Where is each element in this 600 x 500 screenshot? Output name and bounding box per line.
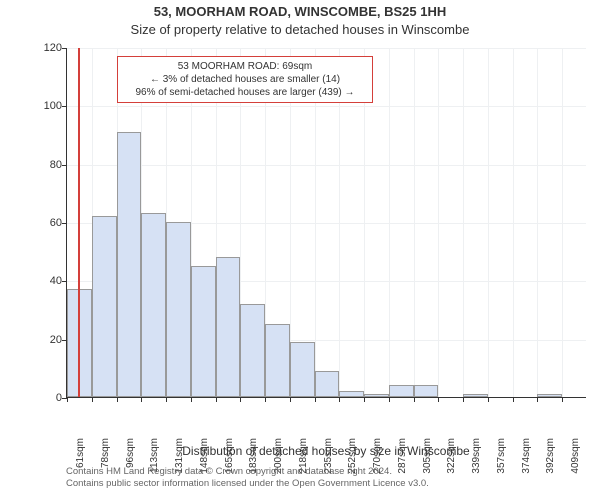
gridline-v: [562, 48, 563, 397]
histogram-bar: [315, 371, 340, 397]
xtick-mark: [265, 397, 266, 402]
histogram-bar: [537, 394, 562, 397]
histogram-bar: [166, 222, 191, 397]
histogram-bar: [290, 342, 315, 397]
histogram-bar: [216, 257, 241, 397]
gridline-h: [67, 106, 586, 107]
xtick-mark: [240, 397, 241, 402]
x-axis-label: Distribution of detached houses by size …: [66, 444, 586, 458]
xtick-mark: [117, 397, 118, 402]
xtick-mark: [216, 397, 217, 402]
xtick-mark: [438, 397, 439, 402]
reference-vline: [78, 48, 80, 397]
footer-line2: Contains public sector information licen…: [66, 478, 586, 490]
ytick-mark: [62, 106, 67, 107]
gridline-v: [389, 48, 390, 397]
xtick-mark: [414, 397, 415, 402]
histogram-bar: [463, 394, 488, 397]
gridline-v: [537, 48, 538, 397]
annotation-line: 96% of semi-detached houses are larger (…: [124, 86, 366, 99]
histogram-bar: [265, 324, 290, 397]
xtick-mark: [191, 397, 192, 402]
plot-area: 61sqm78sqm96sqm113sqm131sqm148sqm165sqm1…: [66, 48, 586, 398]
xtick-mark: [92, 397, 93, 402]
gridline-v: [513, 48, 514, 397]
ytick-mark: [62, 281, 67, 282]
ytick-mark: [62, 48, 67, 49]
histogram-bar: [240, 304, 265, 397]
annotation-box: 53 MOORHAM ROAD: 69sqm← 3% of detached h…: [117, 56, 373, 103]
xtick-mark: [562, 397, 563, 402]
gridline-h: [67, 165, 586, 166]
chart-footer: Contains HM Land Registry data © Crown c…: [66, 466, 586, 491]
gridline-v: [463, 48, 464, 397]
gridline-v: [414, 48, 415, 397]
histogram-bar: [92, 216, 117, 397]
footer-line1: Contains HM Land Registry data © Crown c…: [66, 466, 586, 478]
histogram-bar: [191, 266, 216, 397]
ytick-label: 20: [32, 334, 62, 346]
xtick-mark: [166, 397, 167, 402]
histogram-bar: [141, 213, 166, 397]
xtick-mark: [67, 397, 68, 402]
xtick-mark: [513, 397, 514, 402]
chart-container: 53, MOORHAM ROAD, WINSCOMBE, BS25 1HH Si…: [0, 0, 600, 500]
xtick-mark: [389, 397, 390, 402]
gridline-v: [488, 48, 489, 397]
ytick-label: 60: [32, 217, 62, 229]
ytick-label: 120: [32, 42, 62, 54]
chart-supertitle: 53, MOORHAM ROAD, WINSCOMBE, BS25 1HH: [0, 4, 600, 19]
annotation-line: 53 MOORHAM ROAD: 69sqm: [124, 60, 366, 73]
histogram-bar: [339, 391, 364, 397]
ytick-label: 100: [32, 100, 62, 112]
ytick-label: 0: [32, 392, 62, 404]
xtick-mark: [488, 397, 489, 402]
gridline-v: [438, 48, 439, 397]
xtick-mark: [315, 397, 316, 402]
chart-title: Size of property relative to detached ho…: [0, 22, 600, 37]
xtick-mark: [141, 397, 142, 402]
xtick-mark: [339, 397, 340, 402]
histogram-bar: [117, 132, 142, 397]
gridline-h: [67, 48, 586, 49]
histogram-bar: [414, 385, 439, 397]
xtick-mark: [463, 397, 464, 402]
ytick-label: 40: [32, 275, 62, 287]
histogram-bar: [389, 385, 414, 397]
xtick-mark: [537, 397, 538, 402]
annotation-line: ← 3% of detached houses are smaller (14): [124, 73, 366, 86]
histogram-bar: [364, 394, 389, 397]
ytick-mark: [62, 165, 67, 166]
xtick-mark: [290, 397, 291, 402]
ytick-label: 80: [32, 159, 62, 171]
ytick-mark: [62, 223, 67, 224]
xtick-mark: [364, 397, 365, 402]
